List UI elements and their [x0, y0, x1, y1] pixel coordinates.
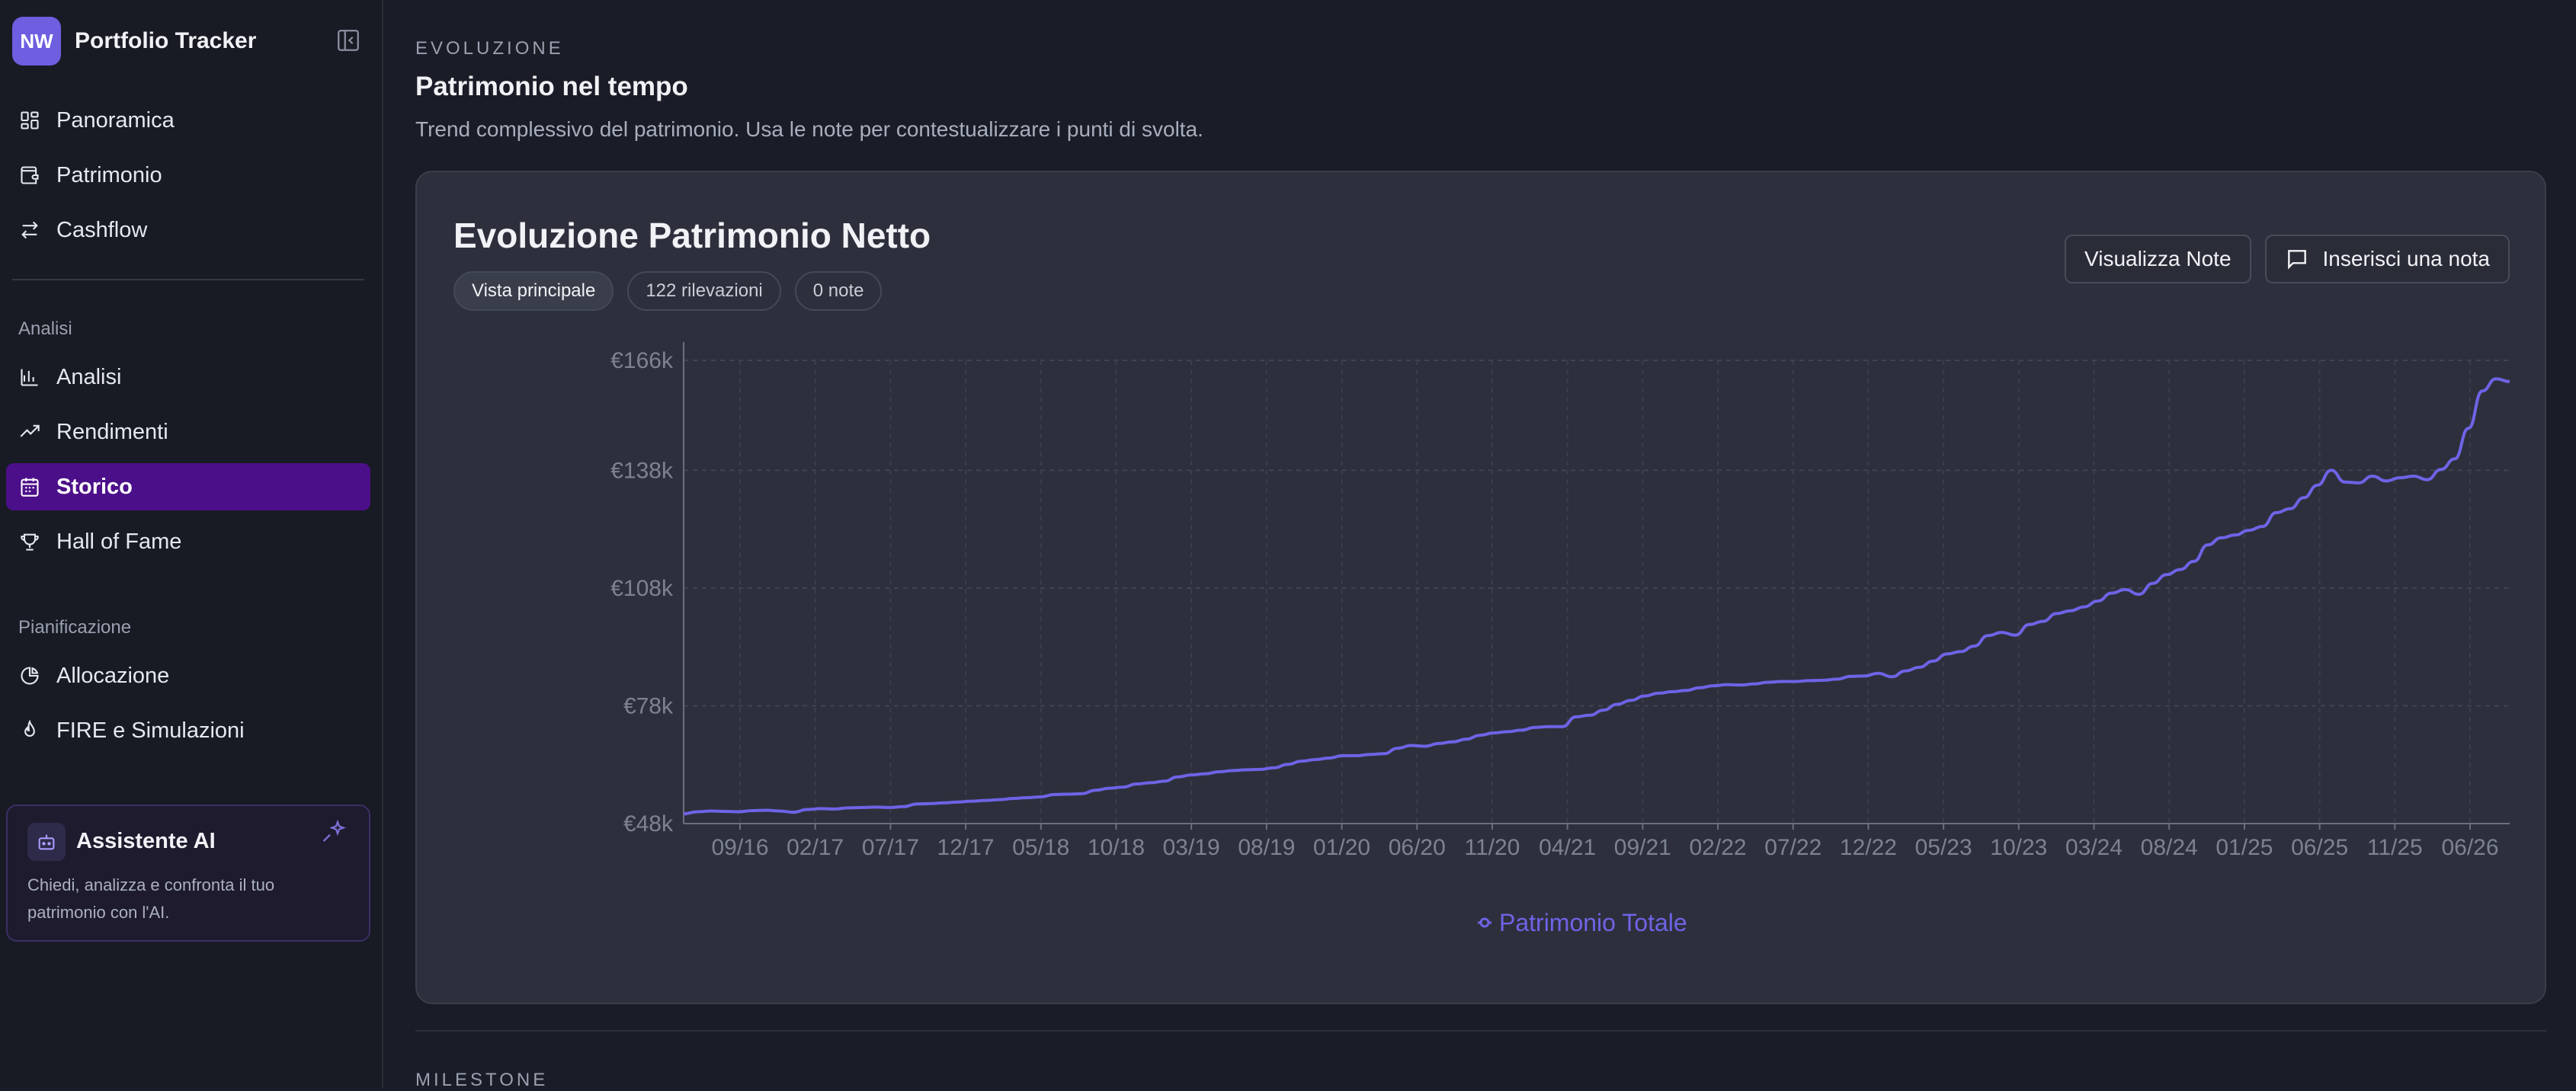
sidebar-item-label: Hall of Fame	[56, 529, 182, 554]
section-label-analisi: Analisi	[18, 318, 72, 339]
x-tick-label: 11/25	[2367, 835, 2423, 860]
message-icon	[2285, 247, 2309, 271]
x-tick-label: 07/22	[1764, 835, 1821, 860]
sidebar-item-label: Panoramica	[56, 107, 175, 133]
chart-actions: Visualizza Note Inserisci una nota	[2065, 235, 2510, 283]
sidebar-item-panoramica[interactable]: Panoramica	[6, 97, 370, 144]
arrows-icon	[18, 219, 41, 242]
sidebar: NW Portfolio Tracker Panoramica Patrimon…	[0, 0, 383, 1088]
y-tick-label: €108k	[610, 576, 674, 601]
sidebar-item-allocazione[interactable]: Allocazione	[6, 652, 370, 699]
x-tick-label: 03/24	[2065, 835, 2123, 860]
dashboard-icon	[18, 109, 41, 132]
x-tick-label: 11/20	[1465, 835, 1520, 860]
chart-title: Evoluzione Patrimonio Netto	[453, 216, 931, 255]
chip-count: 122 rilevazioni	[627, 271, 781, 311]
chip-notes: 0 note	[794, 271, 883, 311]
sidebar-item-label: Analisi	[56, 364, 122, 389]
chart-chips: Vista principale 122 rilevazioni 0 note	[453, 271, 883, 311]
sidebar-item-label: Cashflow	[56, 217, 148, 242]
x-tick-label: 08/24	[2141, 835, 2198, 860]
x-tick-label: 01/20	[1313, 835, 1370, 860]
wallet-icon	[18, 164, 41, 187]
chart-card: Evoluzione Patrimonio Netto Vista princi…	[415, 171, 2546, 1004]
y-tick-label: €78k	[623, 693, 674, 718]
page-description: Trend complessivo del patrimonio. Usa le…	[415, 117, 1203, 141]
x-tick-label: 12/22	[1840, 835, 1897, 860]
main-content: EVOLUZIONE Patrimonio nel tempo Trend co…	[385, 0, 2576, 1090]
sidebar-item-storico[interactable]: Storico	[6, 463, 370, 510]
series-line-patrimonio-totale[interactable]	[683, 377, 2510, 816]
legend-marker-icon	[1479, 917, 1490, 928]
x-tick-label: 08/19	[1238, 835, 1295, 860]
sidebar-divider	[12, 279, 364, 280]
pie-chart-icon	[18, 664, 41, 687]
ai-description: Chiedi, analizza e confronta il tuo patr…	[27, 875, 275, 922]
x-tick-label: 03/19	[1163, 835, 1220, 860]
sidebar-item-label: Rendimenti	[56, 419, 168, 444]
x-tick-label: 06/20	[1389, 835, 1446, 860]
sidebar-item-label: FIRE e Simulazioni	[56, 718, 245, 743]
sidebar-item-rendimenti[interactable]: Rendimenti	[6, 408, 370, 456]
x-tick-label: 05/18	[1012, 835, 1069, 860]
sidebar-item-label: Allocazione	[56, 663, 170, 688]
sidebar-item-label: Patrimonio	[56, 162, 162, 187]
view-notes-button[interactable]: Visualizza Note	[2065, 235, 2251, 283]
x-tick-label: 01/25	[2216, 835, 2273, 860]
net-worth-chart[interactable]: €48k €78k €108k €138k €166k 09/16 02/17 07/17 12…	[417, 172, 2548, 1006]
app-logo: NW	[12, 17, 61, 66]
x-tick-label: 10/23	[1990, 835, 2047, 860]
milestone-heading: MILESTONE	[415, 1070, 549, 1090]
section-eyebrow: EVOLUZIONE	[415, 38, 564, 59]
x-tick-label: 06/25	[2291, 835, 2348, 860]
calendar-icon	[18, 475, 41, 498]
trophy-icon	[18, 530, 41, 553]
x-tick-label: 10/18	[1088, 835, 1145, 860]
chip-view[interactable]: Vista principale	[453, 271, 614, 311]
sidebar-item-fire[interactable]: FIRE e Simulazioni	[6, 707, 370, 754]
y-tick-label: €48k	[623, 811, 674, 837]
section-separator	[415, 1030, 2546, 1032]
x-tick-label: 06/26	[2441, 835, 2498, 860]
ai-title: Assistente AI	[76, 829, 216, 853]
view-notes-label: Visualizza Note	[2084, 247, 2232, 270]
add-note-button[interactable]: Inserisci una nota	[2264, 235, 2510, 283]
app-title: Portfolio Tracker	[75, 28, 257, 53]
bar-chart-icon	[18, 366, 41, 389]
x-tick-label: 09/16	[711, 835, 768, 860]
x-tick-label: 02/17	[787, 835, 844, 860]
sidebar-item-patrimonio[interactable]: Patrimonio	[6, 152, 370, 199]
x-tick-label: 07/17	[862, 835, 919, 860]
sidebar-item-cashflow[interactable]: Cashflow	[6, 206, 370, 254]
sidebar-collapse-icon[interactable]	[335, 27, 361, 53]
section-label-pianificazione: Pianificazione	[18, 617, 132, 638]
flame-icon	[18, 719, 41, 742]
sidebar-item-hall-of-fame[interactable]: Hall of Fame	[6, 518, 370, 565]
y-tick-label: €166k	[610, 348, 674, 373]
sidebar-item-analisi[interactable]: Analisi	[6, 354, 370, 401]
brand[interactable]: NW Portfolio Tracker	[12, 17, 256, 66]
page-title: Patrimonio nel tempo	[415, 72, 688, 101]
x-tick-label: 04/21	[1539, 835, 1596, 860]
trending-up-icon	[18, 421, 41, 443]
legend-label[interactable]: Patrimonio Totale	[1499, 909, 1687, 936]
robot-icon	[27, 823, 66, 861]
sparkle-icon	[319, 818, 352, 852]
x-tick-label: 09/21	[1614, 835, 1671, 860]
sidebar-item-label: Storico	[56, 474, 133, 499]
x-tick-label: 12/17	[937, 835, 995, 860]
x-tick-label: 02/22	[1690, 835, 1747, 860]
y-tick-label: €138k	[610, 458, 674, 483]
add-note-label: Inserisci una nota	[2322, 247, 2490, 270]
x-tick-label: 05/23	[1915, 835, 1972, 860]
ai-assistant-card[interactable]: Assistente AI Chiedi, analizza e confron…	[6, 805, 370, 942]
